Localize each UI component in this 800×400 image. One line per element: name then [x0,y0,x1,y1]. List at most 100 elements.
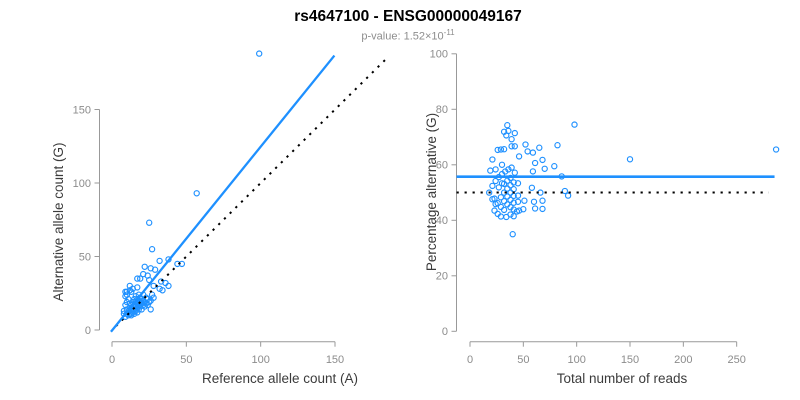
data-point [487,167,494,174]
y-tick-label: 50 [79,251,91,263]
x-tick-label: 150 [326,354,344,366]
y-tick-label: 100 [430,49,448,61]
data-point [146,219,153,226]
data-point [156,285,163,292]
data-point [515,153,523,160]
data-point [498,161,506,168]
pvalue-base: 1.52×10 [403,30,444,43]
data-point [504,193,511,200]
data-point [148,246,156,253]
pvalue-subtitle: p-value: 1.52×10-11 [16,28,800,43]
data-point [508,164,515,171]
data-point [521,197,528,204]
data-point [514,198,522,205]
data-point [531,205,539,212]
data-point [486,189,493,196]
data-point [541,165,548,172]
data-point [510,206,517,213]
right-y-axis-title: Percentage alternative (G) [424,113,439,271]
data-point [497,194,505,201]
data-point [554,142,561,149]
data-point [536,144,543,151]
data-point [134,275,141,282]
data-point [137,275,144,282]
x-tick-label: 100 [567,354,585,366]
data-point [256,50,263,57]
data-point [529,149,537,156]
data-point [193,190,200,197]
data-point [510,186,517,193]
data-point [522,141,529,148]
y-tick-label: 150 [73,104,91,116]
data-point [494,210,501,218]
data-point [123,298,131,306]
data-point [507,211,514,218]
pvalue-exponent: -11 [443,28,455,38]
data-point [141,263,148,270]
data-point [144,301,151,309]
data-point [561,187,569,195]
left-y-axis-title: Alternative allele count (G) [51,142,66,301]
data-point [148,291,156,298]
data-point [531,159,539,167]
data-point [147,265,154,272]
data-point [772,146,780,153]
data-point [489,182,496,190]
data-point [129,285,136,292]
figure-header: rs4647100 - ENSG00000049167 p-value: 1.5… [16,8,800,43]
data-point [500,198,508,205]
x-tick-label: 100 [251,354,269,366]
y-tick-label: 60 [436,160,448,172]
data-point [508,136,515,143]
data-point [495,184,502,191]
data-point [505,166,512,173]
data-point [489,196,496,203]
regression-line [110,54,336,333]
data-point [494,146,501,154]
y-tick-label: 0 [442,326,448,338]
data-point [509,231,516,238]
data-point [530,198,538,205]
x-tick-label: 0 [467,354,473,366]
data-point [500,206,508,214]
data-point [500,180,508,188]
y-tick-label: 40 [436,215,448,227]
data-point [150,294,157,301]
data-point [528,184,536,191]
x-tick-label: 150 [621,354,639,366]
data-point [529,168,537,175]
data-point [131,310,138,317]
data-point [514,192,522,199]
data-point [504,122,511,129]
data-point [141,303,148,310]
identity-line [115,55,390,327]
x-tick-label: 50 [180,354,192,366]
data-point [492,166,499,173]
data-point [539,197,546,204]
y-tick-label: 80 [436,104,448,116]
y-tick-label: 0 [85,325,91,337]
data-point [492,177,499,185]
data-point [156,257,163,265]
data-point [157,278,165,285]
data-point [510,213,517,220]
data-point [125,295,132,303]
data-point [143,294,150,301]
right-plot-percentage: 0 20 40 60 80 100 0 50 100 150 200 250 [430,49,780,366]
data-point [128,312,135,319]
data-point [514,180,522,187]
pvalue-prefix: p-value: [361,30,404,43]
x-tick-label: 0 [109,354,115,366]
data-point [551,163,558,170]
data-point [505,127,512,135]
data-point [497,146,505,153]
data-point [571,121,578,128]
data-point [520,206,527,213]
data-point [134,309,141,316]
data-point [128,288,135,295]
data-point [508,143,515,150]
y-tick-label: 20 [436,271,448,283]
data-point [147,306,154,313]
data-point [165,282,172,290]
